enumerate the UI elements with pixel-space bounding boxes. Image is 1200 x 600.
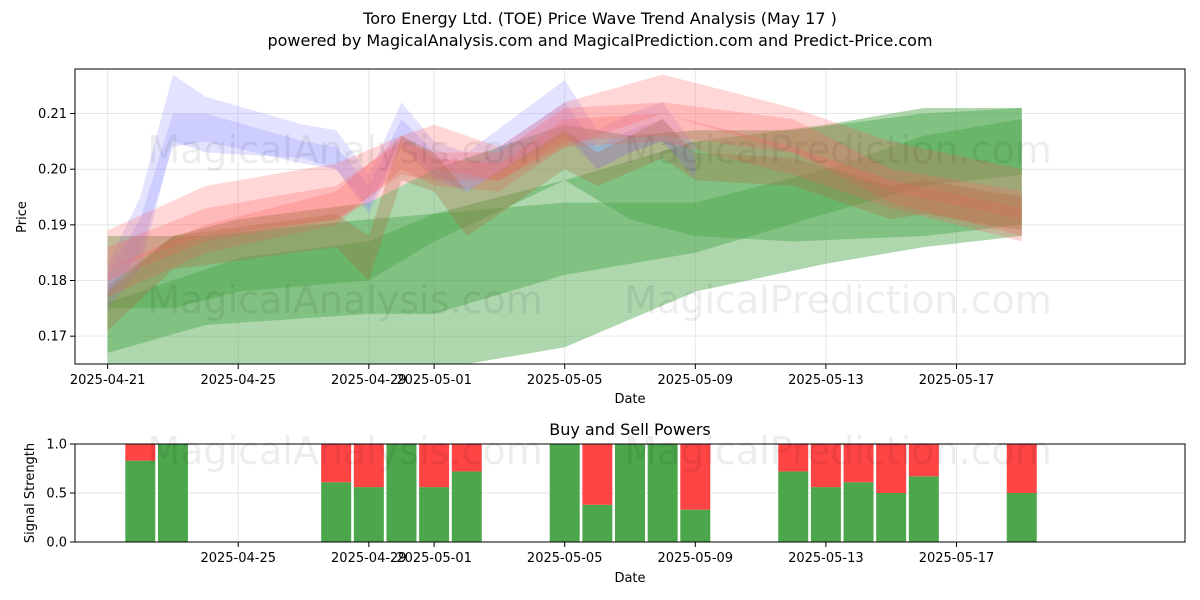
red-band-3 xyxy=(107,102,1022,281)
price-grid xyxy=(75,69,1185,364)
sell-bar xyxy=(451,444,482,472)
sell-bar xyxy=(419,444,450,488)
power-watermarks: MagicalAnalysis.com MagicalPrediction.co… xyxy=(147,429,1051,473)
price-x-tick-label: 2025-05-05 xyxy=(527,373,603,388)
buy-bar xyxy=(419,487,450,542)
price-x-ticks: 2025-04-21 2025-04-25 2025-04-292025-05-01… xyxy=(70,364,994,388)
price-y-tick-label: 0.18 xyxy=(38,274,67,289)
buy-bar xyxy=(810,487,841,542)
power-y-tick-label: 1.0 xyxy=(46,438,67,453)
price-axes-frame xyxy=(74,68,1186,365)
buy-bar xyxy=(157,444,188,542)
red-band-4 xyxy=(107,113,1022,298)
sell-bar xyxy=(908,444,939,477)
power-y-ticks: 0.0 0.5 1.0 xyxy=(46,438,75,551)
price-y-tick-label: 0.19 xyxy=(38,218,67,233)
buy-bar xyxy=(125,460,156,542)
price-bands xyxy=(107,74,1022,364)
sell-bar xyxy=(1006,444,1037,493)
watermark-4: MagicalPrediction.com xyxy=(624,278,1052,322)
power-y-tick-label: 0.0 xyxy=(46,536,67,551)
chart-title: Toro Energy Ltd. (TOE) Price Wave Trend … xyxy=(363,9,837,28)
price-x-tick-label: 2025-04-25 xyxy=(200,373,276,388)
buy-bar xyxy=(876,493,907,542)
power-x-tick-label: 2025-04-25 xyxy=(200,551,276,566)
sell-bar xyxy=(843,444,874,483)
buy-bar xyxy=(843,482,874,542)
price-y-tick-label: 0.20 xyxy=(38,163,67,178)
blue-band-0 xyxy=(107,74,696,309)
buy-bar xyxy=(680,509,711,542)
price-y-tick-label: 0.17 xyxy=(38,330,67,345)
watermark-2: MagicalPrediction.com xyxy=(624,128,1052,172)
power-title: Buy and Sell Powers xyxy=(549,420,711,439)
power-bars xyxy=(125,444,1037,542)
price-y-label: Price xyxy=(15,201,30,233)
brown-band-5 xyxy=(107,119,1022,331)
price-x-label: Date xyxy=(614,392,645,407)
price-x-tick-label: 2025-05-01 xyxy=(396,373,472,388)
sell-bar xyxy=(876,444,907,493)
price-x-tick-label: 2025-04-29 xyxy=(331,373,407,388)
power-x-tick-label: 2025-05-05 xyxy=(527,551,603,566)
green-band-6 xyxy=(107,108,1022,309)
buy-bar xyxy=(451,471,482,542)
buy-bar xyxy=(647,444,678,542)
green-band-8 xyxy=(107,108,1022,364)
blue-band-1 xyxy=(107,102,696,298)
buy-bar xyxy=(1006,493,1037,542)
sell-bar xyxy=(321,444,352,483)
sell-bar xyxy=(810,444,841,488)
power-x-tick-label: 2025-05-17 xyxy=(919,551,995,566)
green-band-7 xyxy=(107,119,1022,353)
red-band-2 xyxy=(107,74,1022,270)
price-x-tick-label: 2025-05-17 xyxy=(919,373,995,388)
sell-bar xyxy=(778,444,809,472)
power-x-tick-label: 2025-05-09 xyxy=(658,551,734,566)
chart-subtitle: powered by MagicalAnalysis.com and Magic… xyxy=(267,31,933,50)
sell-bar xyxy=(353,444,384,488)
watermark-5: MagicalAnalysis.com xyxy=(147,429,542,473)
watermark-6: MagicalPrediction.com xyxy=(624,429,1052,473)
power-x-tick-label: 2025-05-01 xyxy=(396,551,472,566)
price-x-tick-label: 2025-05-13 xyxy=(788,373,864,388)
buy-bar xyxy=(353,487,384,542)
buy-bar xyxy=(908,476,939,542)
price-y-tick-label: 0.21 xyxy=(38,107,67,122)
watermark-3: MagicalAnalysis.com xyxy=(147,278,542,322)
price-x-tick-label: 2025-05-09 xyxy=(658,373,734,388)
sell-bar xyxy=(125,444,156,461)
price-x-tick-label: 2025-04-21 xyxy=(70,373,146,388)
price-watermarks: MagicalAnalysis.com MagicalPrediction.co… xyxy=(147,128,1051,322)
power-y-tick-label: 0.5 xyxy=(46,487,67,502)
buy-bar xyxy=(615,444,645,542)
power-y-label: Signal Strength xyxy=(23,443,38,543)
buy-bar xyxy=(386,444,417,542)
buy-bar xyxy=(778,471,809,542)
watermark-1: MagicalAnalysis.com xyxy=(147,128,542,172)
buy-bar xyxy=(549,444,580,542)
buy-bar xyxy=(582,504,613,542)
buy-bar xyxy=(321,482,352,542)
sell-bar xyxy=(680,444,711,510)
power-x-label: Date xyxy=(614,571,645,586)
sell-bar xyxy=(582,444,613,505)
power-x-tick-label: 2025-05-13 xyxy=(788,551,864,566)
price-y-ticks: 0.17 0.18 0.19 0.20 0.21 xyxy=(38,107,75,345)
power-x-tick-label: 2025-04-29 xyxy=(331,551,407,566)
